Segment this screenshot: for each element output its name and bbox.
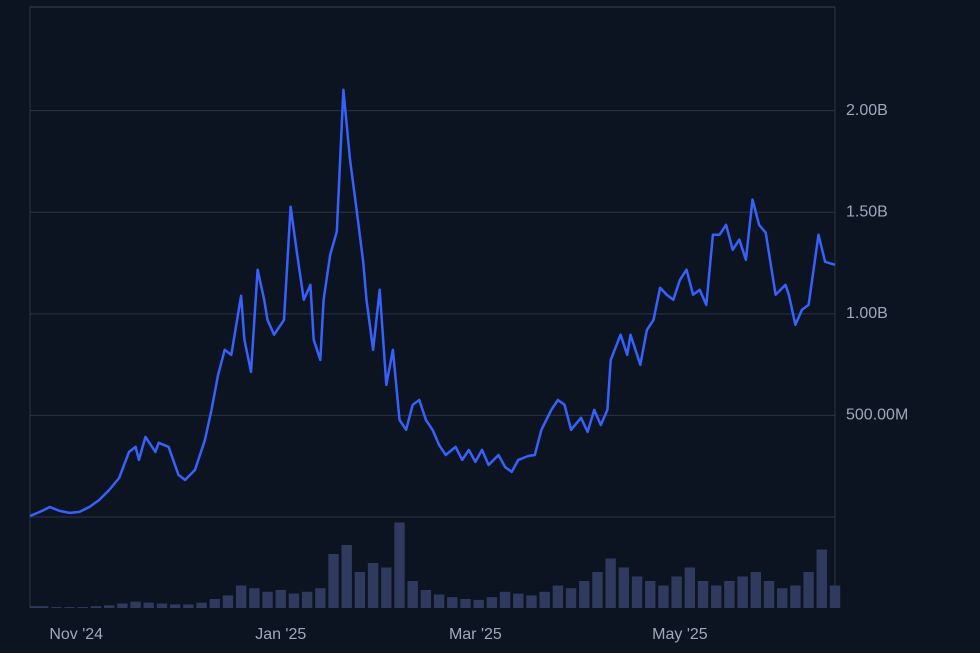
y-tick-label: 1.50B [846, 203, 888, 220]
x-tick-label: Jan '25 [255, 626, 306, 643]
volume-bar [77, 607, 88, 608]
volume-bar [631, 576, 643, 608]
x-tick-label: Nov '24 [49, 626, 103, 643]
volume-bar [407, 581, 418, 608]
volume-bar [196, 602, 207, 608]
y-tick-label: 2.00B [846, 102, 888, 119]
y-tick-label: 1.00B [846, 305, 888, 322]
volume-bar [341, 545, 352, 608]
volume-bar [697, 581, 709, 608]
volume-bar [777, 588, 788, 608]
volume-bar [552, 585, 564, 608]
volume-bar [328, 554, 339, 608]
volume-bar [288, 593, 300, 608]
volume-bar [803, 572, 814, 608]
volume-bar [790, 585, 801, 608]
volume-bar [156, 603, 168, 608]
price-line [29, 88, 836, 518]
volume-bar [486, 597, 498, 608]
volume-bar [711, 585, 722, 608]
volume-bar [315, 588, 326, 608]
volume-bar [763, 581, 775, 608]
volume-bar [381, 567, 392, 608]
volume-bar [103, 605, 115, 608]
volume-bar [433, 594, 445, 608]
volume-bar [367, 563, 379, 608]
volume-bar [618, 567, 630, 608]
x-tick-label: May '25 [652, 626, 708, 643]
volume-bar [539, 591, 550, 608]
x-tick-label: Mar '25 [449, 626, 502, 643]
volume-bar [420, 590, 432, 608]
volume-bar [658, 585, 669, 608]
volume-bar [51, 607, 62, 608]
volume-bar [262, 591, 273, 608]
volume-bar [526, 595, 537, 608]
volume-bar [605, 558, 616, 608]
volume-bar [671, 576, 682, 608]
volume-bar [499, 591, 511, 608]
volume-bar [209, 599, 220, 608]
volume-bar [750, 572, 762, 608]
volume-bar [354, 572, 366, 608]
volume-bar [460, 599, 471, 608]
volume-bar [829, 585, 841, 608]
volume-bar [579, 581, 590, 608]
volume-bar [565, 588, 577, 608]
volume-bar [117, 603, 128, 608]
volume-bar [447, 597, 458, 608]
volume-bar [737, 576, 748, 608]
volume-bar [235, 585, 247, 608]
volume-bar [38, 606, 49, 608]
volume-bar [275, 590, 286, 608]
volume-bar [816, 549, 827, 608]
volume-bar [222, 595, 234, 608]
volume-bar [645, 581, 656, 608]
volume-bar [64, 607, 75, 608]
volume-bar [183, 604, 194, 608]
volume-bar [301, 591, 313, 608]
volume-bar [130, 601, 141, 608]
volume-bar [143, 602, 154, 608]
volume-bar [30, 606, 41, 608]
volume-bar [473, 599, 484, 608]
volume-bar [394, 522, 405, 608]
y-tick-label: 500.00M [846, 407, 908, 424]
volume-bar [90, 606, 102, 608]
volume-bar [592, 572, 603, 608]
volume-bar [724, 581, 735, 608]
volume-bar [684, 567, 696, 608]
volume-bar [513, 593, 524, 608]
volume-bar [249, 588, 260, 608]
volume-bar [169, 604, 181, 608]
